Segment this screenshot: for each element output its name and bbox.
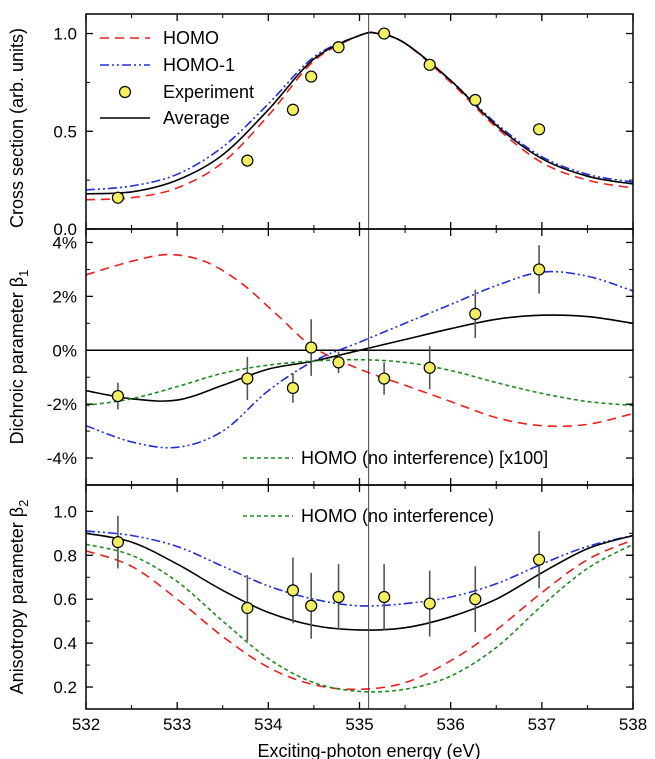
series-homo-1-beta1 xyxy=(86,270,633,449)
experiment-point xyxy=(286,584,300,597)
series-homo-cross-section xyxy=(86,31,633,201)
y-tick-label: -4% xyxy=(47,449,77,468)
series-average-beta2 xyxy=(86,532,633,631)
y-axis-title-anisotropy-main: Anisotropy parameter β xyxy=(7,507,27,694)
panel-cross-section xyxy=(86,14,633,229)
y-tick-label: -2% xyxy=(47,395,77,414)
experiment-point xyxy=(332,41,345,54)
x-axis-title: Exciting-photon energy (eV) xyxy=(257,741,480,759)
experiment-point xyxy=(332,356,345,369)
x-tick-label: 535 xyxy=(345,715,373,734)
x-tick-label: 537 xyxy=(528,715,556,734)
x-tick-label: 536 xyxy=(436,715,464,734)
legend-label-experiment: Experiment xyxy=(163,82,254,102)
experiment-point xyxy=(286,103,300,116)
x-tick-label: 534 xyxy=(254,715,282,734)
experiment-point xyxy=(469,93,482,107)
series-homo-beta2 xyxy=(86,539,633,691)
experiment-point xyxy=(305,599,318,612)
experiment-point xyxy=(532,123,546,136)
legends: HOMO HOMO-1 Experiment Average HOMO (no … xyxy=(100,28,548,526)
y-tick-label: 0% xyxy=(52,341,77,360)
experiment-point xyxy=(532,553,546,566)
experiment-point xyxy=(111,535,125,549)
legend-beta2: HOMO (no interference) xyxy=(243,506,494,526)
series-homo-no-interference-beta2 xyxy=(86,543,633,693)
y-tick-label: 1.0 xyxy=(53,25,77,44)
experiment-point xyxy=(111,389,125,403)
experiment-point xyxy=(378,27,391,40)
y-tick-label: 4% xyxy=(52,233,77,252)
experiment-point xyxy=(469,307,482,320)
panel-beta2 xyxy=(86,485,633,709)
y-tick-label: 0.6 xyxy=(53,590,77,609)
y-axis-title-dichroic: Dichroic parameter β1 xyxy=(7,270,31,445)
legend-beta1: HOMO (no interference) [x100] xyxy=(243,448,548,468)
legend-label-average: Average xyxy=(163,108,230,128)
legend-label-no-interference-x100: HOMO (no interference) [x100] xyxy=(301,448,548,468)
y-axis-title-dichroic-sub: 1 xyxy=(16,270,31,277)
y-tick-label: 2% xyxy=(52,287,77,306)
legend-label-homo-1: HOMO-1 xyxy=(163,55,235,75)
panel-beta1 xyxy=(86,229,633,485)
experiment-point xyxy=(378,590,391,604)
experiment-point xyxy=(469,593,482,606)
x-tick-label: 538 xyxy=(619,715,647,734)
experiment-point xyxy=(532,263,546,276)
y-tick-label: 0.5 xyxy=(53,122,77,141)
axes-frames xyxy=(85,13,634,710)
experiment-point xyxy=(241,372,254,385)
experiment-point xyxy=(423,361,436,374)
experiment-point xyxy=(241,154,254,167)
experiment-point xyxy=(332,590,345,604)
legend-swatch-experiment xyxy=(118,85,132,99)
experiment-point xyxy=(111,191,125,204)
y-axis-title-anisotropy-sub: 2 xyxy=(16,500,31,507)
axis-text: Exciting-photon energy (eV) Cross sectio… xyxy=(7,25,647,759)
experiment-point xyxy=(305,70,318,83)
series-homo-no-interference-x100-beta1 xyxy=(86,358,633,407)
plot-area xyxy=(86,14,633,709)
experiment-point xyxy=(423,597,436,610)
y-axis-title-dichroic-main: Dichroic parameter β xyxy=(7,277,27,444)
legend-label-no-interference: HOMO (no interference) xyxy=(301,506,494,526)
experiment-point xyxy=(423,58,436,71)
legend-label-homo: HOMO xyxy=(163,28,219,48)
panel-frame-beta1 xyxy=(85,228,634,486)
y-tick-label: 0.4 xyxy=(53,634,77,653)
y-tick-label: 0.8 xyxy=(53,546,77,565)
y-axis-title-anisotropy: Anisotropy parameter β2 xyxy=(7,500,31,695)
experiment-point xyxy=(378,372,391,385)
series-average-beta1 xyxy=(86,314,633,402)
experiment-point xyxy=(241,601,254,615)
legend-top: HOMO HOMO-1 Experiment Average xyxy=(100,28,254,128)
y-axis-title-cross-section: Cross section (arb. units) xyxy=(7,28,27,228)
y-tick-label: 0.0 xyxy=(53,220,77,239)
experiment-point xyxy=(286,381,300,395)
y-tick-label: 1.0 xyxy=(53,502,77,521)
y-tick-label: 0.2 xyxy=(53,678,77,697)
x-tick-label: 532 xyxy=(72,715,100,734)
experiment-point xyxy=(305,341,318,354)
x-tick-label: 533 xyxy=(163,715,191,734)
